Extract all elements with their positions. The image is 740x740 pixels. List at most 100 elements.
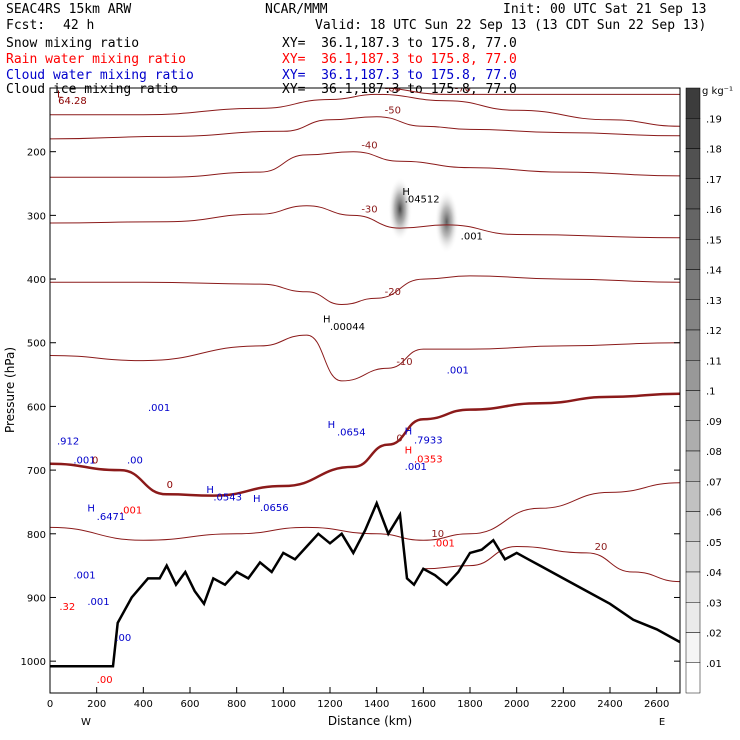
x-tick-label: 1000 [271,699,296,710]
y-tick-label: 1000 [21,657,46,668]
colorbar-swatch [685,269,701,300]
x-tick-label: 600 [180,699,199,710]
colorbar-swatch [685,390,701,421]
colorbar-label: .11 [706,356,722,367]
x-tick-label: 2400 [597,699,622,710]
colorbar-swatch [685,239,701,270]
temperature-contour-m40 [50,151,680,178]
colorbar-label: .09 [706,417,722,428]
x-tick-label: 2000 [504,699,529,710]
temperature-contour-label: -50 [385,106,401,117]
temperature-contour-label: -30 [361,204,377,215]
value-annotation: H [402,187,410,198]
value-annotation: H [206,485,214,496]
colorbar-swatch [685,360,701,391]
terrain-surface-line [50,499,680,668]
value-annotation: .912 [57,437,79,448]
field-xy-snow: XY= 36.1,187.3 to 175.8, 77.0 [282,36,517,51]
field-xy-rain: XY= 36.1,187.3 to 175.8, 77.0 [282,52,517,67]
ice-mixing-ratio-core [388,177,412,241]
y-tick-label: 500 [27,339,46,350]
value-annotation: .001 [148,403,170,414]
x-end-label-right: E [659,717,665,728]
value-annotation: .0654 [337,428,366,439]
value-annotation: H [323,314,331,325]
value-annotation: .00 [97,675,113,686]
temperature-contour-m10 [50,334,680,382]
colorbar-swatch [685,481,701,512]
value-annotation: .001 [73,456,95,467]
colorbar-swatch [685,541,701,573]
x-tick-label: 1200 [317,699,342,710]
colorbar-swatch [685,662,701,694]
value-annotation: .001 [73,570,95,581]
y-tick-label: 300 [27,211,46,222]
y-axis-title: Pressure (hPa) [3,347,17,433]
value-annotation: .00 [127,456,143,467]
y-tick-label: 800 [27,530,46,541]
temperature-contour-20 [423,545,680,583]
header-valid: Valid: 18 UTC Sun 22 Sep 13 (13 CDT Sun … [315,18,707,33]
colorbar-label: .13 [706,296,722,307]
y-tick-label: 600 [27,402,46,413]
header-model: SEAC4RS 15km ARW [6,2,132,17]
colorbar-swatch [685,148,701,179]
colorbar-label: .01 [706,659,722,670]
y-tick-label: 700 [27,466,46,477]
colorbar-swatch [685,178,701,210]
colorbar-label: .06 [706,508,722,519]
temperature-contour-m50 [50,116,680,140]
colorbar-label: .02 [706,629,722,640]
value-annotation: .00 [115,633,131,644]
temperature-contour-label: 10 [431,529,444,540]
colorbar-label: .03 [706,598,722,609]
value-annotation: .0543 [213,493,242,504]
header-center: NCAR/MMM [265,2,328,17]
colorbar-units: g kg⁻¹ [702,86,733,97]
x-tick-label: 200 [87,699,106,710]
colorbar-label: .16 [706,205,722,216]
temperature-contour-0 [50,392,680,497]
colorbar-label: .19 [706,114,722,125]
colorbar-label: .1 [706,387,716,398]
colorbar-swatch [685,208,701,240]
temperature-contour-10 [50,482,680,541]
temperature-contour-label: -10 [396,357,412,368]
field-name-snow: Snow mixing ratio [6,36,140,51]
colorbar-swatch [685,511,701,542]
colorbar-swatch [685,602,701,633]
field-name-ice: Cloud ice mixing ratio [6,82,179,97]
temperature-contour-label: 0 [396,434,402,445]
value-annotation: H [253,494,261,505]
x-tick-label: 400 [134,699,153,710]
value-annotation: 0 [167,480,173,491]
value-annotation: .001 [433,539,455,550]
value-annotation: .32 [59,602,75,613]
x-tick-label: 2200 [551,699,576,710]
colorbar-swatch [685,571,701,603]
colorbar-swatch [685,450,701,482]
colorbar-swatch [685,632,701,663]
value-annotation: .001 [447,365,469,376]
colorbar-swatch [685,299,701,331]
colorbar-label: .17 [706,175,722,186]
colorbar-label: .07 [706,477,722,488]
value-annotation: .04512 [405,195,440,206]
temperature-contour-m30 [50,205,680,239]
value-annotation: L [57,90,63,101]
value-annotation: H [405,426,413,437]
x-tick-label: 1600 [411,699,436,710]
y-tick-label: 200 [27,148,46,159]
y-tick-label: 900 [27,593,46,604]
temperature-contour-label: -60 [385,83,401,94]
temperature-contour-label: -20 [385,287,401,298]
value-annotation: .6471 [97,512,126,523]
header-fcst-label: Fcst: [6,18,46,33]
x-end-label-left: W [81,717,91,728]
snow-mixing-ratio-core [434,189,459,254]
x-tick-label: 1800 [457,699,482,710]
header-init: Init: 00 UTC Sat 21 Sep 13 [503,2,707,17]
colorbar-label: .18 [706,145,722,156]
colorbar-label: .04 [706,568,722,579]
